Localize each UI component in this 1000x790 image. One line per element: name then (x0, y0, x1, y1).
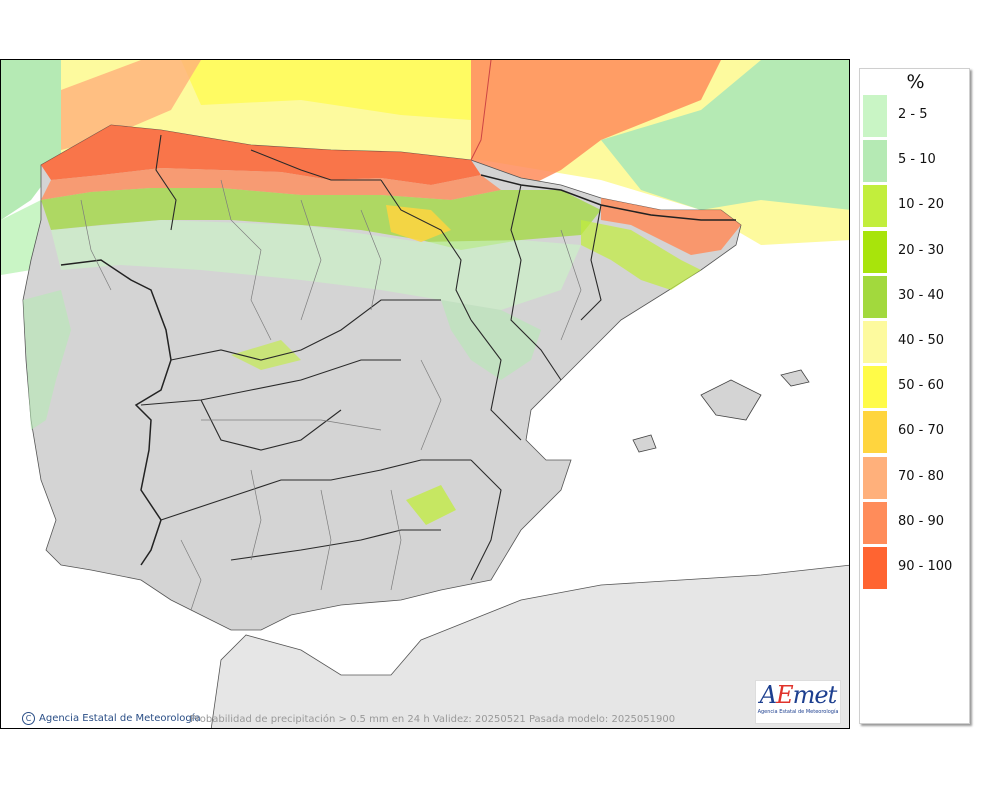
band-sea-orange-light (61, 60, 201, 150)
logo-subtitle: Agencia Estatal de Meteorología (757, 709, 839, 715)
legend-swatch (863, 275, 887, 318)
band-south-patch (406, 485, 456, 525)
band-cantabric-orange (41, 168, 501, 200)
island-mallorca (700, 379, 762, 421)
province-borders (80, 179, 582, 611)
legend-swatch (863, 501, 887, 544)
band-cantabric-green (41, 188, 601, 250)
legend-label: 20 - 30 (898, 242, 945, 258)
legend-swatch (863, 185, 887, 228)
band-basque-yellow (386, 205, 451, 242)
legend-item: 2 - 5 (863, 95, 968, 137)
legend-item: 40 - 50 (863, 321, 968, 363)
copyright-icon: C (22, 712, 35, 725)
legend-label: 10 - 20 (898, 197, 945, 213)
logo-mark: AEmet (759, 681, 837, 709)
legend-swatch (863, 230, 887, 273)
band-sea-orange-east (471, 60, 721, 190)
legend-label: 70 - 80 (898, 468, 945, 484)
legend-title: % (906, 71, 925, 93)
band-cantabric-red (41, 125, 481, 185)
legend-item: 70 - 80 (863, 456, 968, 499)
band-sea-green-east (601, 60, 849, 210)
legend-swatch (863, 140, 887, 183)
legend-label: 60 - 70 (898, 423, 945, 439)
island-ibiza (632, 434, 657, 453)
legend-label: 90 - 100 (898, 559, 953, 574)
legend-label: 2 - 5 (898, 107, 928, 122)
legend-item: 90 - 100 (863, 547, 968, 589)
legend-item: 30 - 40 (863, 275, 968, 318)
legend-item: 80 - 90 (863, 501, 968, 544)
legend-swatch (863, 366, 887, 409)
legend-panel: % 2 - 5 5 - 10 10 - 20 20 - 30 30 - 40 40 - 5… (859, 68, 970, 724)
legend-item: 60 - 70 (863, 411, 968, 454)
band-central-patch (231, 340, 301, 370)
credit-text: Agencia Estatal de Meteorología (39, 713, 201, 724)
border-portugal-spain (60, 259, 172, 566)
legend-swatch (863, 321, 887, 363)
region-borders (140, 134, 602, 581)
legend-label: 50 - 60 (898, 378, 945, 394)
legend-label: 5 - 10 (898, 152, 936, 168)
north-africa (210, 564, 849, 728)
legend-swatch (863, 547, 887, 589)
island-menorca (780, 369, 810, 387)
border-france-north (470, 60, 492, 161)
legend-item: 50 - 60 (863, 366, 968, 409)
legend-swatch (863, 95, 887, 137)
legend-item: 10 - 20 (863, 185, 968, 228)
legend-label: 40 - 50 (898, 333, 945, 348)
map-caption: Probabilidad de precipitación > 0.5 mm e… (190, 714, 676, 725)
legend-item: 5 - 10 (863, 140, 968, 183)
band-sea-yellow (181, 60, 471, 120)
map-canvas (1, 60, 849, 728)
band-north-lightgreen (51, 220, 581, 310)
legend-label: 30 - 40 (898, 287, 945, 303)
band-pyrenees-green (581, 220, 701, 290)
aemet-logo: AEmet Agencia Estatal de Meteorología (755, 680, 841, 724)
precipitation-probability-map (0, 59, 850, 729)
band-portugal-green (23, 290, 71, 430)
agency-credit: C Agencia Estatal de Meteorología (22, 712, 201, 725)
legend-swatch (863, 456, 887, 499)
legend-label: 80 - 90 (898, 513, 945, 529)
band-iberic-lightgreen (441, 300, 541, 380)
legend-item: 20 - 30 (863, 230, 968, 273)
legend-swatch (863, 411, 887, 454)
